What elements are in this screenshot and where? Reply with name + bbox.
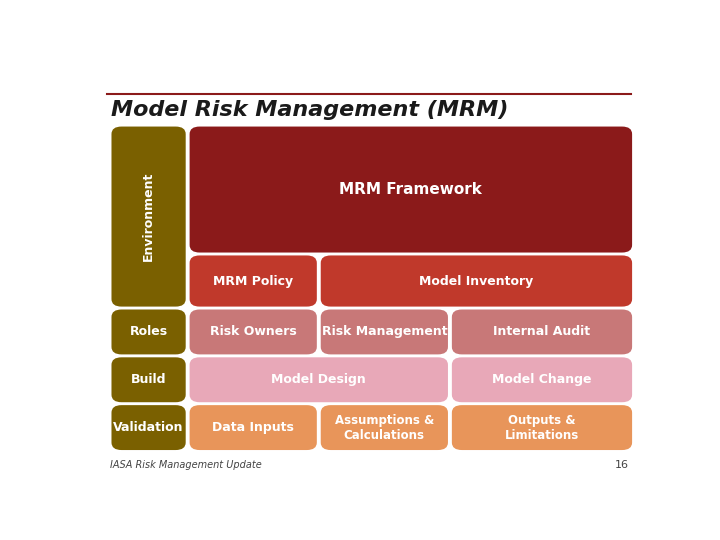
Text: MRM Framework: MRM Framework xyxy=(339,182,482,197)
Text: Environment: Environment xyxy=(142,172,155,261)
FancyBboxPatch shape xyxy=(452,309,632,354)
Text: Assumptions &
Calculations: Assumptions & Calculations xyxy=(335,414,434,442)
Text: Model Change: Model Change xyxy=(492,373,592,386)
Text: Validation: Validation xyxy=(113,421,184,434)
FancyBboxPatch shape xyxy=(452,405,632,450)
FancyBboxPatch shape xyxy=(189,126,632,253)
Text: IASA Risk Management Update: IASA Risk Management Update xyxy=(109,460,261,470)
Text: Model Design: Model Design xyxy=(271,373,366,386)
Text: Model Inventory: Model Inventory xyxy=(419,274,534,287)
Text: Risk Owners: Risk Owners xyxy=(210,326,297,339)
FancyBboxPatch shape xyxy=(112,126,186,307)
Text: Model Risk Management (MRM): Model Risk Management (MRM) xyxy=(111,100,508,120)
Text: 16: 16 xyxy=(614,460,629,470)
FancyBboxPatch shape xyxy=(189,255,317,307)
Text: Risk Management: Risk Management xyxy=(322,326,447,339)
FancyBboxPatch shape xyxy=(112,309,186,354)
FancyBboxPatch shape xyxy=(112,357,186,402)
Text: Outputs &
Limitations: Outputs & Limitations xyxy=(505,414,579,442)
FancyBboxPatch shape xyxy=(189,309,317,354)
FancyBboxPatch shape xyxy=(112,405,186,450)
FancyBboxPatch shape xyxy=(189,357,448,402)
Text: MRM Policy: MRM Policy xyxy=(213,274,293,287)
Text: Roles: Roles xyxy=(130,326,168,339)
Text: Data Inputs: Data Inputs xyxy=(212,421,294,434)
FancyBboxPatch shape xyxy=(320,309,448,354)
Text: Build: Build xyxy=(131,373,166,386)
FancyBboxPatch shape xyxy=(320,405,448,450)
FancyBboxPatch shape xyxy=(189,405,317,450)
Text: Internal Audit: Internal Audit xyxy=(493,326,590,339)
FancyBboxPatch shape xyxy=(452,357,632,402)
FancyBboxPatch shape xyxy=(320,255,632,307)
